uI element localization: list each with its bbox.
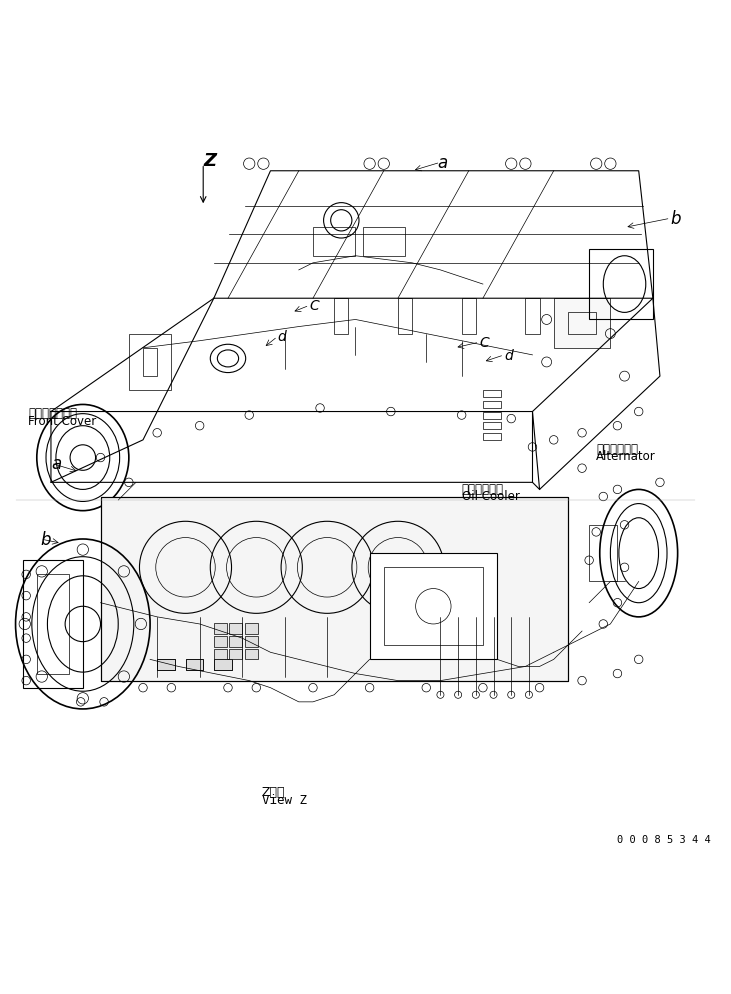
Bar	[157, 660, 175, 670]
Bar	[526, 299, 539, 334]
Bar	[363, 229, 405, 256]
Text: C: C	[480, 336, 489, 350]
Bar	[214, 660, 232, 670]
Bar	[157, 660, 175, 670]
Bar	[313, 229, 355, 256]
Bar	[568, 313, 596, 334]
Bar	[186, 660, 203, 670]
Bar	[589, 249, 653, 320]
Text: フロントカバー: フロントカバー	[29, 407, 77, 420]
Bar	[214, 649, 227, 660]
Bar	[483, 413, 501, 419]
Bar	[245, 636, 258, 647]
Bar	[101, 497, 568, 681]
Bar	[214, 660, 232, 670]
Bar	[214, 636, 227, 647]
Text: C: C	[309, 299, 319, 313]
Text: b: b	[670, 210, 681, 228]
Bar	[23, 561, 83, 688]
Bar	[245, 623, 258, 634]
Bar	[230, 636, 242, 647]
Bar	[129, 334, 171, 391]
Bar	[483, 422, 501, 429]
Text: d: d	[278, 330, 287, 344]
Bar	[186, 660, 203, 670]
Bar	[230, 649, 242, 660]
Bar	[384, 568, 483, 645]
Text: オルタネータ: オルタネータ	[596, 442, 638, 455]
Text: a: a	[51, 455, 61, 473]
Bar	[101, 497, 568, 681]
Text: View Z: View Z	[262, 793, 307, 806]
Text: Oil Cooler: Oil Cooler	[462, 489, 520, 502]
Bar	[37, 575, 69, 674]
Text: a: a	[437, 154, 447, 172]
Text: b: b	[40, 531, 51, 549]
Text: Front Cover: Front Cover	[29, 414, 96, 427]
Text: Alternator: Alternator	[596, 449, 656, 462]
Bar	[462, 299, 476, 334]
Text: 0 0 0 8 5 3 4 4: 0 0 0 8 5 3 4 4	[618, 834, 711, 844]
Text: Z: Z	[203, 152, 216, 170]
Bar	[214, 623, 227, 634]
Bar	[230, 623, 242, 634]
Text: オイルクーラ: オイルクーラ	[462, 482, 504, 495]
Bar	[245, 649, 258, 660]
Bar	[370, 554, 497, 660]
Bar	[334, 299, 349, 334]
Text: Z　視: Z 視	[262, 785, 286, 798]
Bar	[483, 433, 501, 440]
Bar	[483, 391, 501, 398]
Bar	[143, 349, 157, 377]
Bar	[398, 299, 412, 334]
Text: d: d	[504, 349, 513, 363]
Bar	[553, 299, 610, 349]
Bar	[589, 525, 618, 581]
Bar	[483, 402, 501, 409]
